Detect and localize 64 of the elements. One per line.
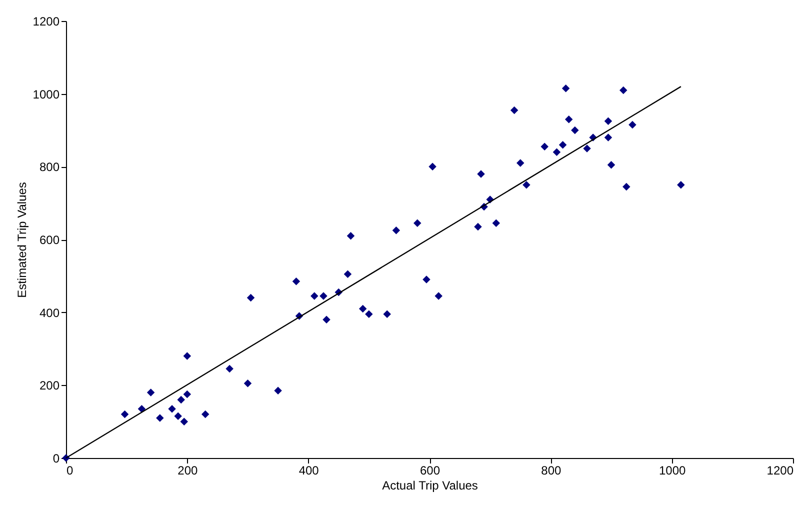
point: [510, 106, 518, 114]
point: [320, 292, 328, 300]
x-axis-title: Actual Trip Values: [382, 478, 478, 492]
point: [244, 379, 252, 388]
point: [428, 162, 436, 171]
point: [180, 418, 188, 426]
point: [383, 310, 391, 318]
point: [422, 276, 430, 284]
point: [558, 140, 567, 149]
point: [274, 386, 282, 394]
y-tick-label: 1200: [32, 14, 60, 28]
point: [365, 310, 373, 318]
point: [628, 120, 636, 129]
point: [146, 388, 155, 396]
y-tick-label: 800: [39, 160, 60, 174]
y-tick-label: 1000: [32, 87, 60, 102]
point: [583, 144, 591, 152]
y-tick-label: 0: [52, 452, 60, 466]
point: [564, 115, 573, 124]
point: [168, 404, 176, 413]
x-tick-label: 200: [178, 464, 198, 478]
point: [183, 390, 192, 398]
point: [522, 181, 530, 189]
x-tick-label: 600: [420, 464, 440, 478]
y-axis-title: Estimated Trip Values: [14, 182, 29, 298]
point: [552, 148, 561, 156]
x-tick-label: 400: [298, 464, 320, 478]
x-tick-label: 1200: [766, 464, 794, 478]
point: [120, 410, 129, 418]
point: [474, 222, 482, 231]
point: [226, 364, 234, 373]
point: [607, 160, 616, 169]
point: [344, 270, 352, 278]
point: [571, 126, 579, 134]
y-tick-label: 600: [39, 233, 60, 247]
point: [177, 396, 185, 404]
point: [310, 292, 318, 300]
point: [201, 410, 210, 418]
point: [414, 219, 422, 227]
x-tick-label: 1000: [658, 464, 686, 478]
point: [477, 170, 485, 178]
point: [156, 414, 164, 422]
point: [392, 226, 400, 234]
point: [292, 278, 300, 286]
point: [677, 181, 685, 189]
point: [562, 84, 570, 92]
point: [622, 182, 630, 191]
point: [322, 316, 330, 324]
point: [183, 352, 192, 360]
point: [540, 142, 548, 151]
point: [174, 412, 182, 420]
x-tick-label: 0: [66, 464, 74, 478]
point: [358, 304, 367, 313]
point: [604, 134, 612, 142]
point: [516, 159, 524, 167]
point: [346, 232, 355, 240]
y-tick-label: 200: [39, 378, 60, 393]
point: [619, 86, 628, 94]
point: [434, 292, 442, 300]
point: [492, 219, 500, 227]
point: [246, 294, 255, 302]
point: [604, 117, 612, 126]
y-tick-label: 400: [39, 306, 60, 320]
x-tick-label: 800: [541, 464, 562, 478]
